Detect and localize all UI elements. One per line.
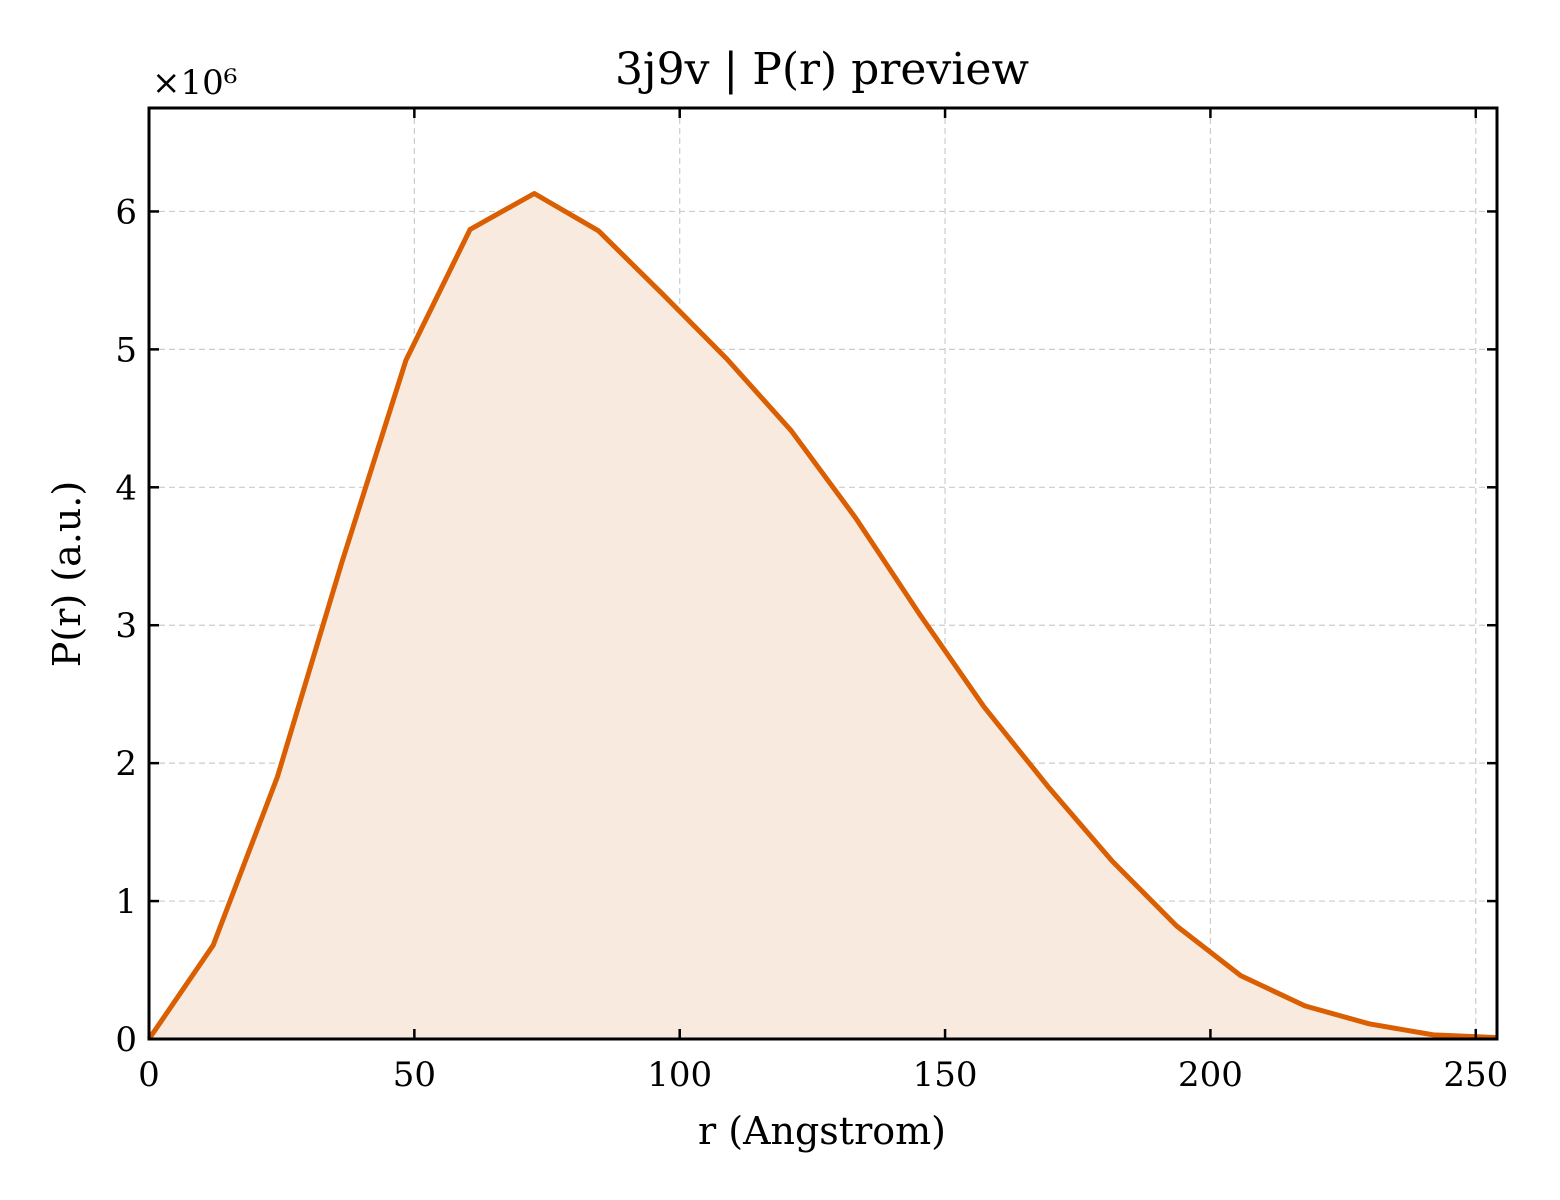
x-axis-ticks: 0 50 100 150 200 250 [138, 108, 1508, 1095]
y-tick-label-2: 2 [115, 744, 137, 784]
x-tick-label-1: 50 [393, 1055, 436, 1095]
y-tick-label-1: 1 [115, 882, 137, 922]
x-tick-label-5: 250 [1443, 1055, 1508, 1095]
x-tick-label-4: 200 [1178, 1055, 1243, 1095]
series-line [146, 191, 1498, 1041]
y-tick-label-0: 0 [115, 1020, 137, 1060]
x-tick-label-2: 100 [647, 1055, 712, 1095]
area-fill [149, 193, 1497, 1039]
y-axis-label: P(r) (a.u.) [45, 481, 89, 667]
y-tick-label-6: 6 [115, 192, 137, 232]
y-tick-label-4: 4 [115, 468, 137, 508]
x-tick-label-3: 150 [913, 1055, 978, 1095]
data-points [148, 193, 1498, 1040]
x-axis-label: r (Angstrom) [698, 1109, 946, 1153]
y-tick-label-3: 3 [115, 606, 137, 646]
y-offset-label: ×10⁶ [152, 63, 237, 103]
y-axis-ticks: 0 1 2 3 4 5 6 [115, 192, 1497, 1060]
y-tick-label-5: 5 [115, 330, 137, 370]
chart-title: 3j9v | P(r) preview [615, 44, 1029, 95]
plot-frame [147, 106, 1499, 1041]
x-tick-label-0: 0 [138, 1055, 160, 1095]
